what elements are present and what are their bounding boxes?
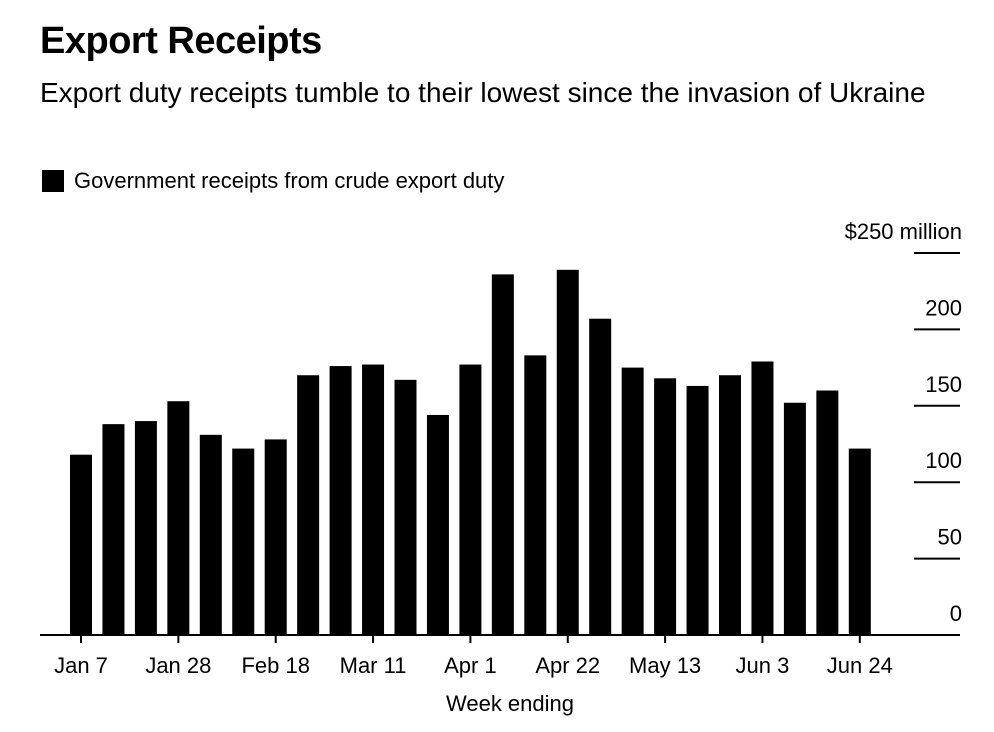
bar [329,366,352,635]
y-tick-label: $250 million [845,219,962,244]
x-tick-label: Jan 28 [145,653,211,678]
bar [848,448,871,635]
bar [297,375,320,635]
bar [134,421,157,635]
bar [394,379,417,635]
bar [264,439,287,635]
bar [459,364,482,635]
bar [167,401,190,635]
y-tick-label: 50 [938,525,962,550]
bar [654,378,677,635]
legend: Government receipts from crude export du… [42,168,504,194]
bar [491,274,514,635]
bar [426,414,449,635]
y-tick-label: 200 [925,295,962,320]
bar [524,355,547,635]
bar [719,375,741,635]
x-tick-label: Jan 7 [54,653,108,678]
x-tick-label: May 13 [629,653,701,678]
bar [199,434,222,635]
bar [686,385,709,635]
y-tick-label: 100 [925,448,962,473]
legend-swatch [42,170,64,192]
x-axis-title: Week ending [446,691,574,716]
legend-label: Government receipts from crude export du… [74,168,505,193]
y-tick-label: 150 [925,372,962,397]
bar [232,448,255,635]
y-tick-label: 0 [950,601,962,626]
x-tick-label: Jun 3 [736,653,790,678]
bar [102,424,125,635]
chart-title: Export Receipts [40,20,322,62]
bar [70,454,92,635]
x-tick-label: Feb 18 [241,653,310,678]
bar [783,402,806,635]
bar [362,364,385,635]
x-tick-label: Apr 1 [444,653,497,678]
bar [621,367,644,635]
bar [589,318,612,635]
x-tick-label: Jun 24 [827,653,893,678]
chart-subtitle: Export duty receipts tumble to their low… [40,77,926,108]
bar [556,269,579,635]
bar [816,390,839,635]
x-tick-label: Apr 22 [535,653,600,678]
x-tick-label: Mar 11 [340,653,407,678]
bar [751,361,774,635]
